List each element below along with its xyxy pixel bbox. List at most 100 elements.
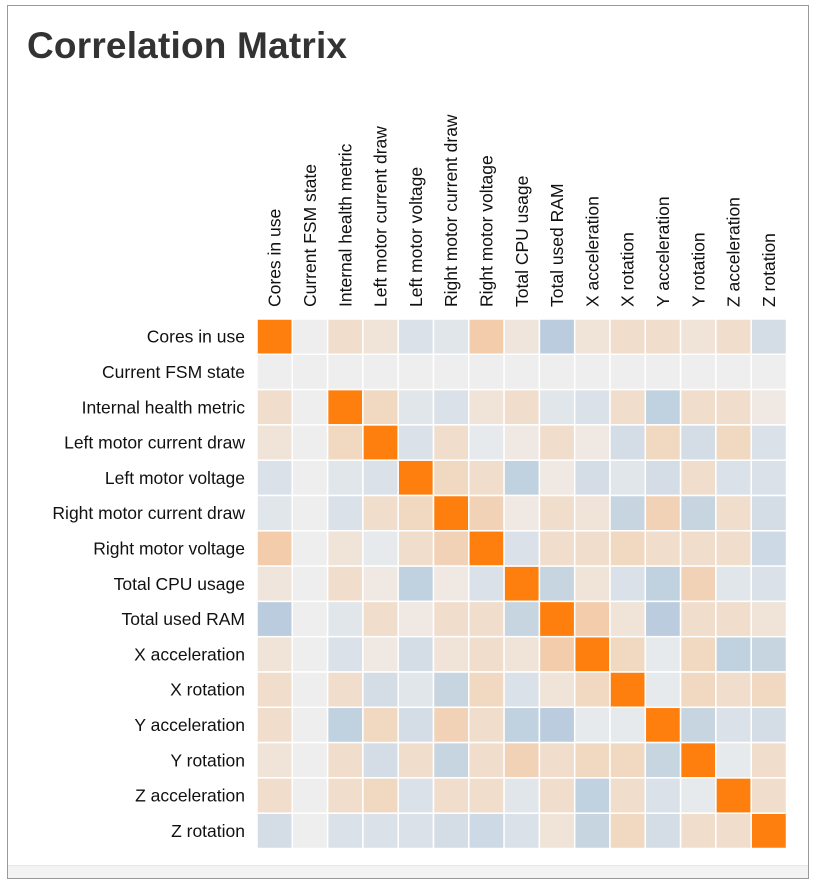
heatmap-cell-r10-c4[interactable] [397, 671, 435, 709]
heatmap-cell-r11-c5[interactable] [432, 706, 470, 744]
heatmap-cell-r11-c9[interactable] [573, 706, 611, 744]
heatmap-cell-r12-c9[interactable] [573, 741, 611, 779]
heatmap-cell-r14-c6[interactable] [468, 812, 505, 850]
heatmap-cell-r7-c7[interactable] [503, 565, 541, 603]
heatmap-cell-r12-c4[interactable] [397, 741, 435, 779]
heatmap-cell-r9-c4[interactable] [397, 635, 435, 673]
heatmap-cell-r4-c4[interactable] [397, 459, 435, 497]
heatmap-cell-r4-c0[interactable] [256, 459, 294, 497]
heatmap-cell-r0-c8[interactable] [538, 318, 576, 356]
heatmap-cell-r7-c14[interactable] [750, 565, 788, 603]
heatmap-cell-r10-c11[interactable] [644, 671, 682, 709]
heatmap-cell-r12-c10[interactable] [609, 741, 647, 779]
heatmap-cell-r12-c0[interactable] [256, 741, 294, 779]
heatmap-cell-r10-c7[interactable] [503, 671, 541, 709]
heatmap-cell-r2-c1[interactable] [291, 388, 329, 426]
heatmap-cell-r9-c8[interactable] [538, 635, 576, 673]
heatmap-cell-r1-c5[interactable] [432, 353, 470, 391]
heatmap-cell-r2-c7[interactable] [503, 388, 541, 426]
heatmap-cell-r9-c3[interactable] [362, 635, 399, 673]
heatmap-cell-r8-c4[interactable] [397, 600, 435, 638]
heatmap-cell-r13-c3[interactable] [362, 777, 399, 814]
heatmap-cell-r3-c2[interactable] [326, 424, 364, 461]
heatmap-cell-r12-c1[interactable] [291, 741, 329, 779]
heatmap-cell-r10-c14[interactable] [750, 671, 788, 709]
heatmap-cell-r0-c14[interactable] [750, 318, 788, 356]
heatmap-cell-r1-c0[interactable] [256, 353, 294, 391]
heatmap-cell-r11-c11[interactable] [644, 706, 682, 744]
heatmap-cell-r4-c14[interactable] [750, 459, 788, 497]
heatmap-cell-r5-c2[interactable] [326, 494, 364, 532]
heatmap-cell-r0-c4[interactable] [397, 318, 435, 356]
heatmap-cell-r13-c10[interactable] [609, 777, 647, 814]
heatmap-cell-r3-c0[interactable] [256, 424, 294, 461]
heatmap-cell-r7-c13[interactable] [715, 565, 752, 603]
heatmap-cell-r10-c2[interactable] [326, 671, 364, 709]
heatmap-cell-r2-c2[interactable] [326, 388, 364, 426]
heatmap-cell-r5-c11[interactable] [644, 494, 682, 532]
heatmap-cell-r13-c5[interactable] [432, 777, 470, 814]
heatmap-cell-r5-c12[interactable] [679, 494, 717, 532]
heatmap-cell-r1-c10[interactable] [609, 353, 647, 391]
heatmap-cell-r12-c8[interactable] [538, 741, 576, 779]
heatmap-cell-r7-c1[interactable] [291, 565, 329, 603]
heatmap-cell-r6-c13[interactable] [715, 530, 752, 567]
heatmap-cell-r3-c1[interactable] [291, 424, 329, 461]
heatmap-cell-r2-c9[interactable] [573, 388, 611, 426]
heatmap-cell-r3-c5[interactable] [432, 424, 470, 461]
heatmap-cell-r10-c0[interactable] [256, 671, 294, 709]
heatmap-cell-r2-c11[interactable] [644, 388, 682, 426]
heatmap-cell-r14-c11[interactable] [644, 812, 682, 850]
heatmap-cell-r3-c9[interactable] [573, 424, 611, 461]
heatmap-cell-r4-c12[interactable] [679, 459, 717, 497]
heatmap-cell-r7-c6[interactable] [468, 565, 505, 603]
heatmap-cell-r1-c2[interactable] [326, 353, 364, 391]
heatmap-cell-r3-c13[interactable] [715, 424, 752, 461]
heatmap-cell-r13-c1[interactable] [291, 777, 329, 814]
heatmap-cell-r6-c10[interactable] [609, 530, 647, 567]
heatmap-cell-r2-c14[interactable] [750, 388, 788, 426]
heatmap-cell-r13-c2[interactable] [326, 777, 364, 814]
heatmap-cell-r0-c7[interactable] [503, 318, 541, 356]
heatmap-cell-r9-c9[interactable] [573, 635, 611, 673]
heatmap-cell-r1-c13[interactable] [715, 353, 752, 391]
heatmap-cell-r11-c8[interactable] [538, 706, 576, 744]
heatmap-cell-r2-c0[interactable] [256, 388, 294, 426]
heatmap-cell-r13-c11[interactable] [644, 777, 682, 814]
heatmap-cell-r2-c10[interactable] [609, 388, 647, 426]
heatmap-cell-r4-c7[interactable] [503, 459, 541, 497]
heatmap-cell-r6-c6[interactable] [468, 530, 505, 567]
heatmap-cell-r8-c3[interactable] [362, 600, 399, 638]
heatmap-cell-r12-c13[interactable] [715, 741, 752, 779]
heatmap-cell-r4-c1[interactable] [291, 459, 329, 497]
heatmap-cell-r12-c5[interactable] [432, 741, 470, 779]
heatmap-cell-r3-c3[interactable] [362, 424, 399, 461]
heatmap-cell-r13-c0[interactable] [256, 777, 294, 814]
heatmap-cell-r11-c14[interactable] [750, 706, 788, 744]
heatmap-cell-r0-c9[interactable] [573, 318, 611, 356]
heatmap-cell-r11-c3[interactable] [362, 706, 399, 744]
heatmap-cell-r5-c10[interactable] [609, 494, 647, 532]
heatmap-cell-r0-c0[interactable] [256, 318, 294, 356]
heatmap-cell-r2-c5[interactable] [432, 388, 470, 426]
heatmap-cell-r9-c1[interactable] [291, 635, 329, 673]
heatmap-cell-r14-c12[interactable] [679, 812, 717, 850]
heatmap-cell-r2-c4[interactable] [397, 388, 435, 426]
heatmap-cell-r0-c5[interactable] [432, 318, 470, 356]
heatmap-cell-r0-c13[interactable] [715, 318, 752, 356]
heatmap-cell-r11-c1[interactable] [291, 706, 329, 744]
heatmap-cell-r9-c0[interactable] [256, 635, 294, 673]
heatmap-cell-r6-c9[interactable] [573, 530, 611, 567]
heatmap-cell-r11-c0[interactable] [256, 706, 294, 744]
heatmap-cell-r7-c5[interactable] [432, 565, 470, 603]
heatmap-cell-r6-c4[interactable] [397, 530, 435, 567]
heatmap-cell-r0-c10[interactable] [609, 318, 647, 356]
heatmap-cell-r7-c2[interactable] [326, 565, 364, 603]
heatmap-cell-r9-c6[interactable] [468, 635, 505, 673]
heatmap-cell-r7-c0[interactable] [256, 565, 294, 603]
heatmap-cell-r10-c13[interactable] [715, 671, 752, 709]
heatmap-cell-r1-c12[interactable] [679, 353, 717, 391]
heatmap-cell-r14-c8[interactable] [538, 812, 576, 850]
heatmap-cell-r0-c2[interactable] [326, 318, 364, 356]
heatmap-cell-r0-c3[interactable] [362, 318, 399, 356]
